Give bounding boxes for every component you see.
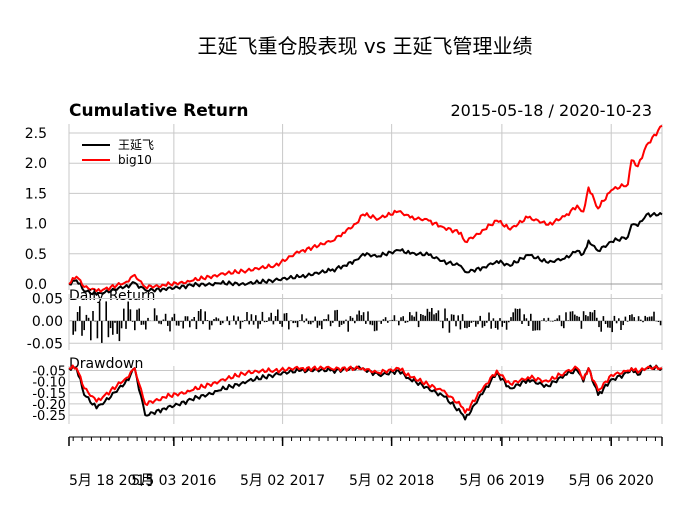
series-line-big10: [68, 124, 663, 293]
x-tick-label: 5月 06 2020: [569, 473, 654, 489]
cumulative-panel-title: Cumulative Return: [69, 101, 249, 121]
cumulative-y-axis: 0.0 0.5 1.0 1.5 2.0 2.5: [25, 126, 47, 293]
drawdown-panel-title: Drawdown: [69, 356, 143, 372]
y-tick-label: -0.10: [32, 376, 66, 391]
drawdown-lines: [68, 364, 663, 421]
drawdown-y-axis: -0.05-0.10-0.15-0.20-0.25: [32, 364, 66, 424]
x-tick-label: 5月 02 2018: [349, 473, 434, 489]
y-tick-label: -0.15: [32, 387, 66, 402]
y-tick-label: 2.5: [25, 126, 47, 142]
x-tick-label: 5月 06 2019: [459, 473, 544, 489]
chart-title: 王延飞重仓股表现 vs 王延飞管理业绩: [198, 34, 533, 58]
x-tick-label: 5月 03 2016: [131, 473, 216, 489]
series-line-big10: [68, 364, 663, 414]
y-tick-label: 0.0: [25, 277, 47, 293]
cumulative-lines: [68, 124, 663, 296]
y-tick-label: -0.05: [32, 364, 66, 379]
series-line-wangyanfei: [68, 212, 663, 296]
y-tick-label: -0.25: [32, 409, 66, 424]
y-tick-label: 2.0: [25, 156, 47, 172]
legend-label-wangyanfei: 王延飞: [118, 138, 154, 152]
legend: 王延飞 big10: [82, 138, 154, 167]
y-tick-label: 0.5: [25, 247, 47, 263]
daily-return-bars: [70, 301, 662, 343]
y-tick-label: -0.20: [32, 398, 66, 413]
legend-label-big10: big10: [118, 153, 152, 167]
daily-return-panel-title: Daily Return: [69, 288, 155, 304]
y-tick-label: 0.00: [32, 314, 63, 330]
daily-return-y-axis: 0.05 0.00 -0.05: [27, 291, 63, 352]
y-tick-label: 0.05: [32, 291, 63, 307]
drawdown-grid: [68, 366, 663, 424]
date-range: 2015-05-18 / 2020-10-23: [450, 101, 652, 120]
cumulative-grid: [68, 124, 663, 290]
x-tick-label: 5月 18 2015: [69, 473, 154, 489]
x-tick-label: 5月 02 2017: [240, 473, 325, 489]
y-tick-label: 1.0: [25, 217, 47, 233]
y-tick-label: -0.05: [27, 336, 63, 352]
y-tick-label: 1.5: [25, 186, 47, 202]
